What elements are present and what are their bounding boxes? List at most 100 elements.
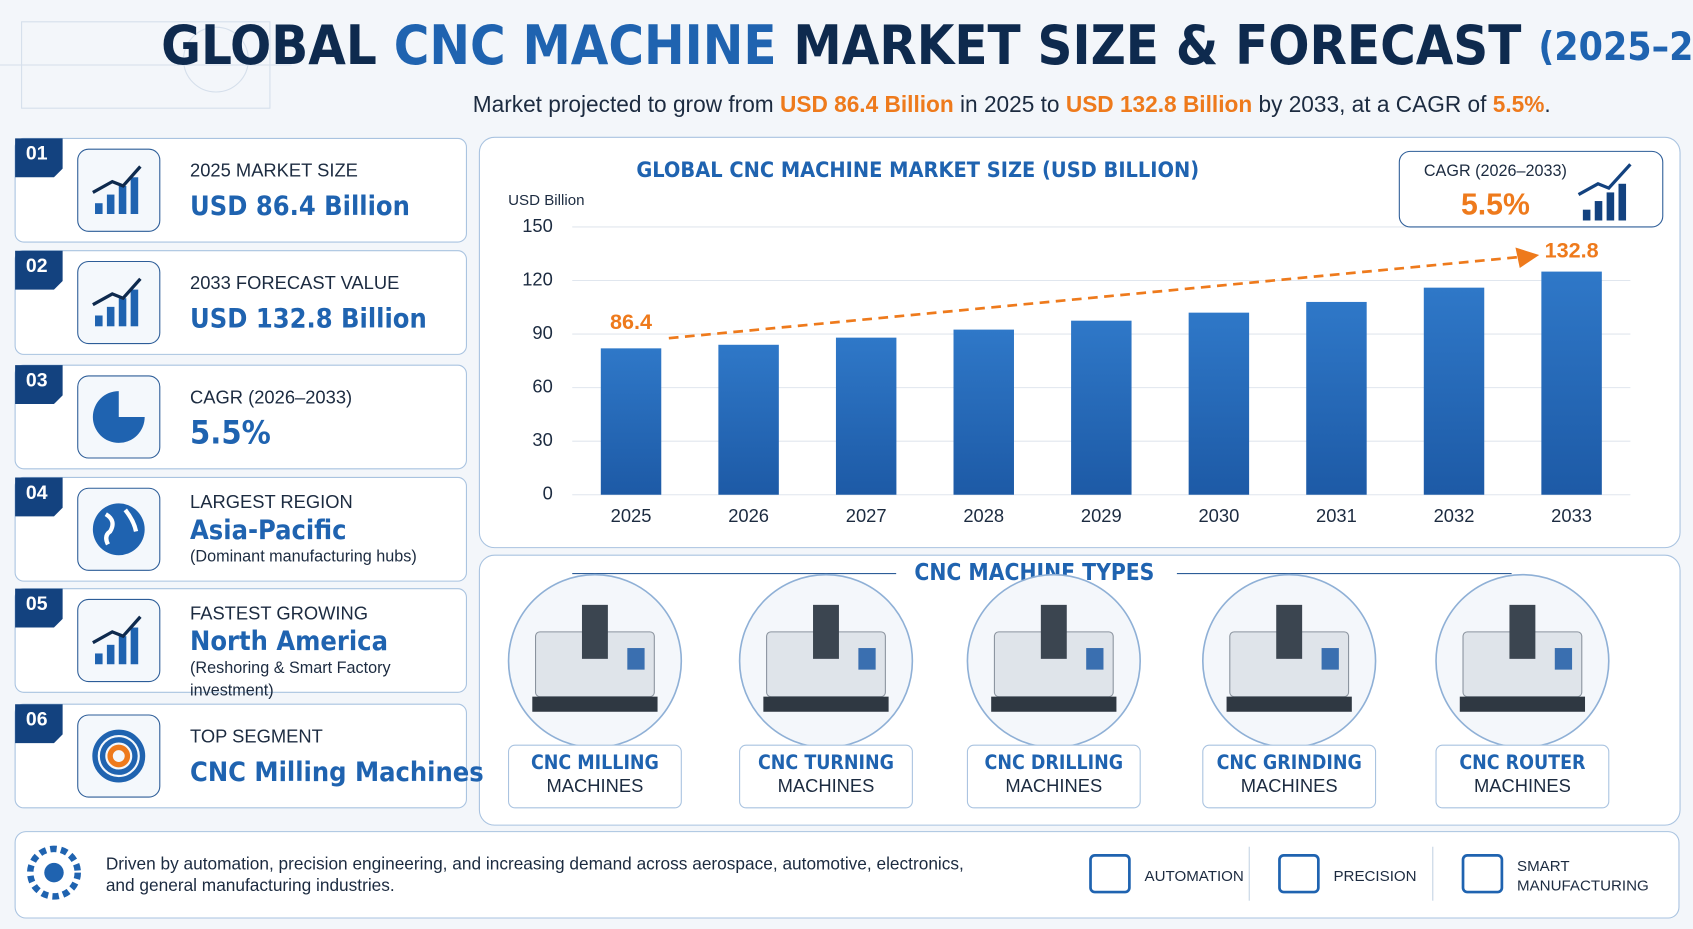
- footer-panel: [14, 831, 1680, 919]
- content: 01 2025 MARKET SIZE USD 86.4 Billion 02 2033…: [14, 137, 1664, 901]
- subtitle-part: .: [1544, 91, 1550, 117]
- badge: [15, 588, 63, 628]
- stat-value: USD 86.4 Billion: [190, 191, 410, 222]
- x-tick-label: 2025: [611, 505, 652, 526]
- stat-icon: [104, 508, 139, 546]
- stat-value: 5.5%: [190, 413, 271, 451]
- stat-icon: [92, 391, 145, 443]
- footer-icon: [26, 845, 81, 900]
- stat-icon-box: [77, 714, 161, 798]
- subtitle-part: USD 86.4 Billion: [780, 91, 954, 117]
- annotation: 86.4: [610, 309, 652, 334]
- y-tick-label: 150: [522, 215, 553, 236]
- badge: [15, 138, 63, 178]
- badge: [15, 704, 63, 744]
- stat-label: FASTEST GROWING: [190, 602, 368, 623]
- cagr-label: CAGR (2026–2033): [1424, 162, 1567, 180]
- subtitle-part: 5.5%: [1493, 91, 1545, 117]
- stat-icon: [130, 289, 139, 327]
- bar: [1541, 271, 1602, 495]
- subtitle: Market projected to grow from USD 86.4 B…: [473, 91, 1551, 117]
- type-label-box: [966, 744, 1141, 809]
- footer-text: Driven by automation, precision engineer…: [106, 854, 964, 874]
- type-label-box: [1202, 744, 1377, 809]
- type-line2: MACHINES: [1474, 775, 1571, 796]
- chart-title: GLOBAL CNC MACHINE MARKET SIZE (USD BILL…: [636, 158, 1199, 183]
- stat-value: USD 132.8 Billion: [190, 303, 427, 334]
- annotation: 132.8: [1545, 237, 1599, 262]
- machine-column: [581, 604, 608, 659]
- machine-panel: [1086, 648, 1104, 670]
- stat-icon: [130, 627, 139, 665]
- machine-base: [1226, 696, 1352, 712]
- stat-number: 04: [26, 482, 48, 504]
- type-label-box: [508, 744, 682, 809]
- x-tick-label: 2032: [1434, 505, 1475, 526]
- stat-icon: [107, 744, 131, 768]
- feature-label: SMART: [1517, 858, 1570, 875]
- x-tick-label: 2028: [963, 505, 1004, 526]
- feature-icon: [1278, 854, 1320, 894]
- title-part: CNC MACHINE: [394, 13, 777, 76]
- cagr-icon: [1594, 201, 1603, 221]
- footer-text: and general manufacturing industries.: [106, 875, 395, 895]
- stat-number: 06: [26, 709, 48, 731]
- bar: [835, 337, 897, 495]
- x-tick-label: 2033: [1551, 505, 1592, 526]
- type-line2: MACHINES: [778, 775, 875, 796]
- cagr-icon: [1582, 209, 1591, 221]
- feature-icon: [1461, 854, 1504, 894]
- x-tick-label: 2027: [846, 505, 887, 526]
- machine-column: [813, 604, 839, 659]
- stat-number: 01: [26, 143, 48, 165]
- stat-note: (Reshoring & Smart Factory: [190, 659, 392, 677]
- trend-arrowhead: [1515, 247, 1540, 268]
- badge: [15, 477, 63, 517]
- bar: [600, 348, 662, 495]
- badge: [15, 365, 63, 405]
- title: GLOBAL CNC MACHINE MARKET SIZE & FORECAS…: [161, 13, 1693, 76]
- title-part: GLOBAL: [161, 13, 377, 76]
- subtitle-part: USD 132.8 Billion: [1066, 91, 1252, 117]
- type-line1: CNC DRILLING: [985, 751, 1124, 774]
- bar: [718, 344, 779, 495]
- cagr-icon: [1618, 183, 1627, 221]
- bar: [1306, 301, 1367, 495]
- blueprint-decor: [0, 21, 292, 109]
- feature-icon: [1089, 854, 1131, 894]
- stat-icon: [118, 185, 127, 215]
- x-tick-label: 2030: [1198, 505, 1239, 526]
- stat-icon: [106, 306, 115, 327]
- machine-panel: [1321, 648, 1339, 670]
- title-part: MARKET SIZE & FORECAST: [793, 13, 1521, 76]
- y-tick-label: 30: [532, 429, 552, 450]
- footer-icon: [44, 862, 64, 883]
- machine-column: [1509, 604, 1536, 659]
- stat-label: 2033 FORECAST VALUE: [190, 272, 399, 293]
- machine-column: [1040, 604, 1067, 659]
- stat-value: CNC Milling Machines: [190, 757, 484, 788]
- type-line1: CNC ROUTER: [1459, 751, 1586, 774]
- y-tick-label: 90: [532, 322, 552, 343]
- machine-base: [763, 696, 889, 712]
- cagr-value: 5.5%: [1461, 188, 1530, 221]
- stat-icon: [95, 653, 103, 665]
- subtitle-part: in 2025 to: [954, 91, 1066, 117]
- type-label-box: [739, 744, 913, 809]
- machine-base: [991, 696, 1117, 712]
- y-tick-label: 120: [522, 268, 553, 289]
- feature-label: AUTOMATION: [1145, 868, 1244, 885]
- stat-label: LARGEST REGION: [190, 491, 353, 512]
- bar: [1188, 312, 1250, 495]
- stat-icon: [118, 636, 127, 665]
- cagr-icon: [1606, 192, 1615, 221]
- cagr-icon: [1577, 163, 1632, 196]
- feature-label: MANUFACTURING: [1517, 878, 1649, 895]
- type-line1: CNC TURNING: [758, 751, 894, 774]
- stat-value: Asia-Pacific: [190, 515, 347, 546]
- stat-icon: [130, 177, 139, 215]
- trend-arrow: [668, 255, 1518, 340]
- x-tick-label: 2031: [1316, 505, 1357, 526]
- subtitle-part: by 2033, at a CAGR of: [1252, 91, 1493, 117]
